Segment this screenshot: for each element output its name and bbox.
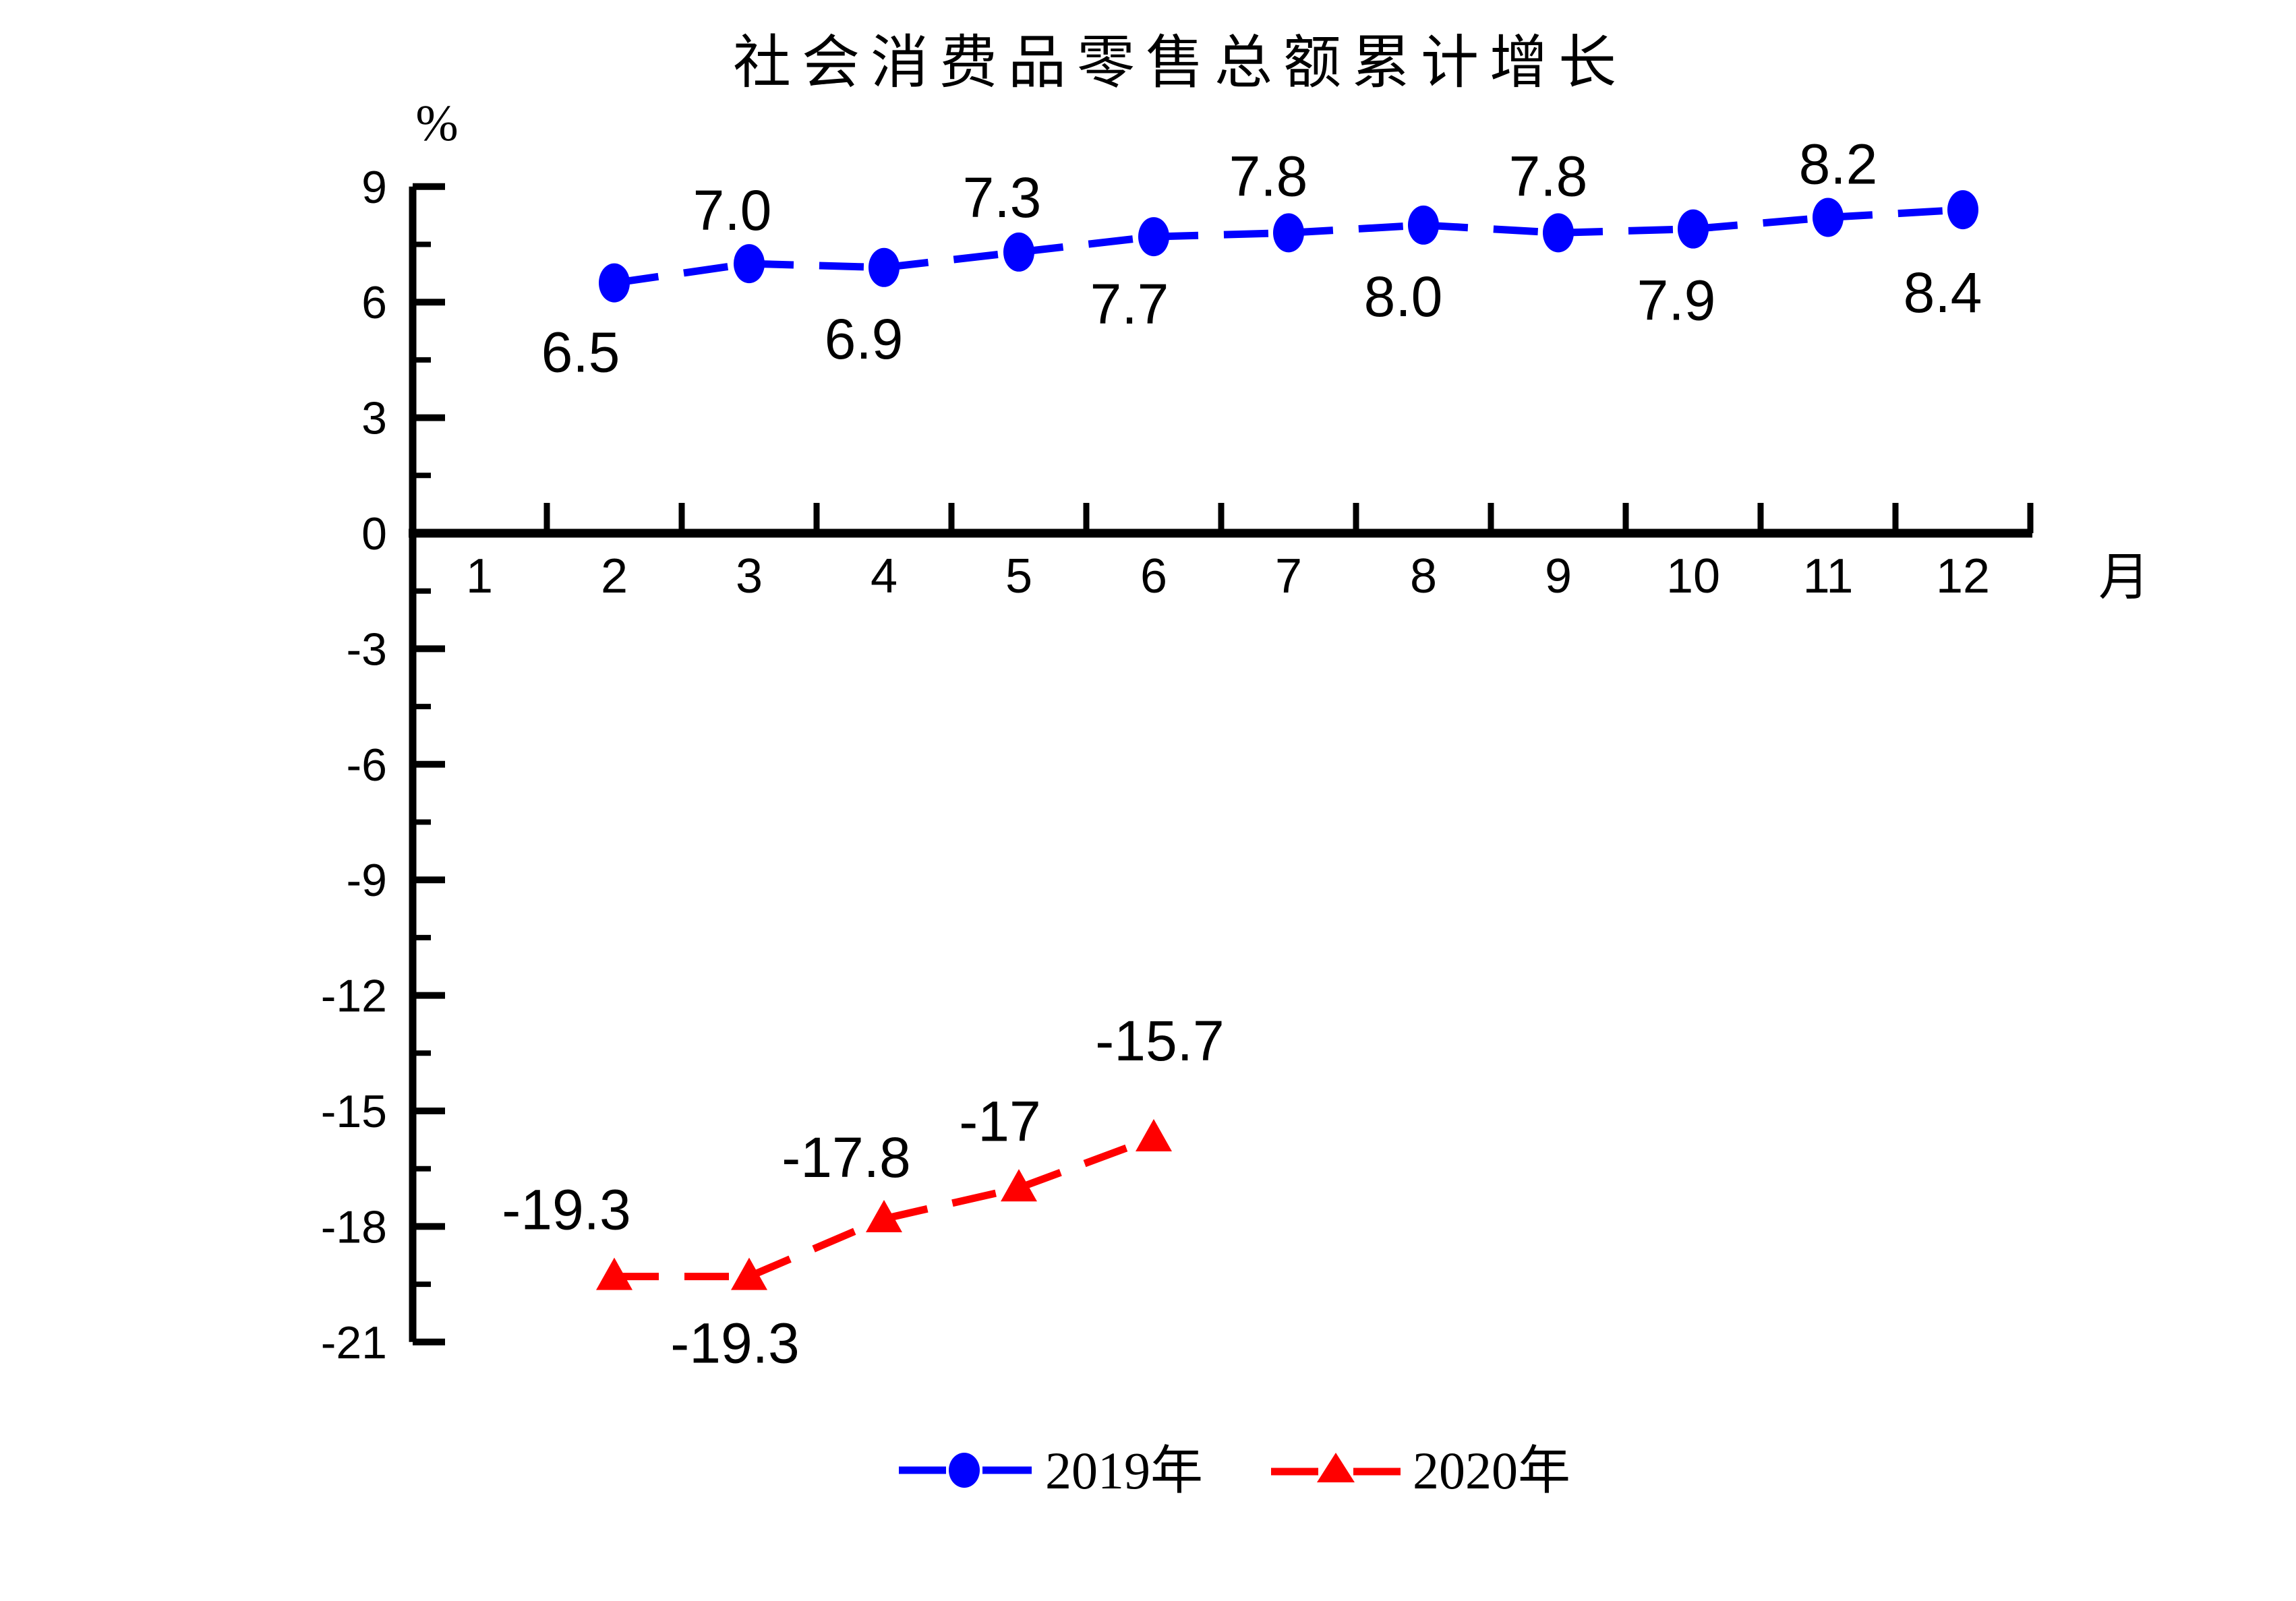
series-line-segment-2020年 <box>883 1184 1020 1223</box>
data-point-label: 8.2 <box>1799 133 1878 196</box>
series-line-segment-2019年 <box>1558 225 1694 237</box>
data-point-label: 7.8 <box>1229 144 1308 208</box>
data-point-marker-triangle <box>596 1257 632 1290</box>
data-point-label: 7.0 <box>693 179 772 242</box>
y-axis-tick-label: -21 <box>321 1317 387 1368</box>
y-axis-tick-label: 9 <box>361 162 387 213</box>
data-point-marker-triangle <box>731 1257 767 1290</box>
data-point-label: 8.0 <box>1364 265 1443 328</box>
chart-title: 社会消费品零售总额累计增长 <box>733 30 1627 95</box>
data-point-marker-circle <box>1138 217 1169 257</box>
series-line-segment-2019年 <box>883 248 1020 272</box>
y-axis-tick-label: -6 <box>347 739 387 791</box>
legend-label-2020: 2020年 <box>1413 1441 1570 1500</box>
data-point-label: -19.3 <box>502 1178 630 1242</box>
data-point-marker-triangle <box>1001 1169 1037 1202</box>
data-point-label: 6.9 <box>825 307 904 371</box>
data-point-label: 7.9 <box>1637 269 1716 332</box>
x-axis-tick-label: 3 <box>736 549 763 603</box>
series-line-segment-2019年 <box>1153 229 1289 241</box>
data-point-marker-circle <box>1543 213 1574 253</box>
data-point-marker-triangle <box>866 1199 902 1232</box>
data-point-label: 7.7 <box>1090 272 1169 336</box>
data-point-label: 6.5 <box>541 321 620 384</box>
y-axis-tick-label: -9 <box>347 855 387 906</box>
data-point-marker-circle <box>1947 190 1978 230</box>
series-line-segment-2019年 <box>748 260 885 272</box>
x-axis-tick-label: 1 <box>466 549 493 603</box>
series-line-segment-2019年 <box>1288 221 1424 237</box>
legend-label-2019: 2019年 <box>1045 1441 1203 1500</box>
x-axis-tick-label: 7 <box>1275 549 1302 603</box>
data-point-label: 8.4 <box>1904 261 1982 324</box>
series-line-segment-2020年 <box>747 1215 886 1280</box>
x-axis-tick-label: 11 <box>1803 549 1854 603</box>
series-line-segment-2019年 <box>1692 214 1829 233</box>
series-line-segment-2019年 <box>1827 206 1964 222</box>
y-axis-tick-label: 0 <box>361 508 387 560</box>
legend-marker-circle <box>949 1453 980 1488</box>
y-axis-tick-label: -15 <box>321 1086 387 1137</box>
data-point-label: -17.8 <box>782 1126 910 1189</box>
x-axis-tick-label: 12 <box>1936 549 1990 603</box>
x-axis-tick-label: 5 <box>1005 549 1032 603</box>
series-line-segment-2019年 <box>1018 233 1154 256</box>
series-line-segment-2019年 <box>614 260 750 287</box>
y-axis-tick-label: -12 <box>321 971 387 1022</box>
y-axis-tick-label: 6 <box>361 277 387 328</box>
data-point-marker-circle <box>869 247 900 287</box>
data-point-marker-circle <box>1003 232 1034 272</box>
x-axis-unit-label: 月 <box>2098 549 2150 606</box>
y-axis-unit-label: % <box>415 95 458 152</box>
data-point-marker-circle <box>734 244 765 284</box>
series-line-segment-2020年 <box>1018 1134 1155 1192</box>
x-axis-tick-label: 6 <box>1140 549 1167 603</box>
x-axis-tick-label: 4 <box>871 549 897 603</box>
data-point-label: -15.7 <box>1095 1009 1224 1073</box>
data-point-marker-circle <box>1273 213 1304 253</box>
data-point-label: 7.3 <box>963 166 1042 229</box>
data-point-marker-triangle <box>1136 1118 1172 1151</box>
data-point-marker-circle <box>1678 209 1709 249</box>
x-axis-tick-label: 10 <box>1666 549 1720 603</box>
data-point-label: -17 <box>959 1089 1040 1153</box>
data-point-marker-circle <box>1813 198 1844 237</box>
x-axis-tick-label: 8 <box>1410 549 1437 603</box>
data-point-marker-circle <box>599 263 630 303</box>
y-axis-tick-label: -18 <box>321 1201 387 1252</box>
series-line-segment-2019年 <box>1423 221 1559 237</box>
data-point-label: -19.3 <box>670 1312 799 1375</box>
data-point-marker-circle <box>1408 205 1439 245</box>
y-axis-tick-label: 3 <box>361 393 387 444</box>
x-axis-tick-label: 2 <box>601 549 628 603</box>
x-axis-tick-label: 9 <box>1545 549 1572 603</box>
y-axis-tick-label: -3 <box>347 624 387 675</box>
legend-marker-triangle <box>1317 1453 1355 1482</box>
data-point-label: 7.8 <box>1509 144 1588 208</box>
